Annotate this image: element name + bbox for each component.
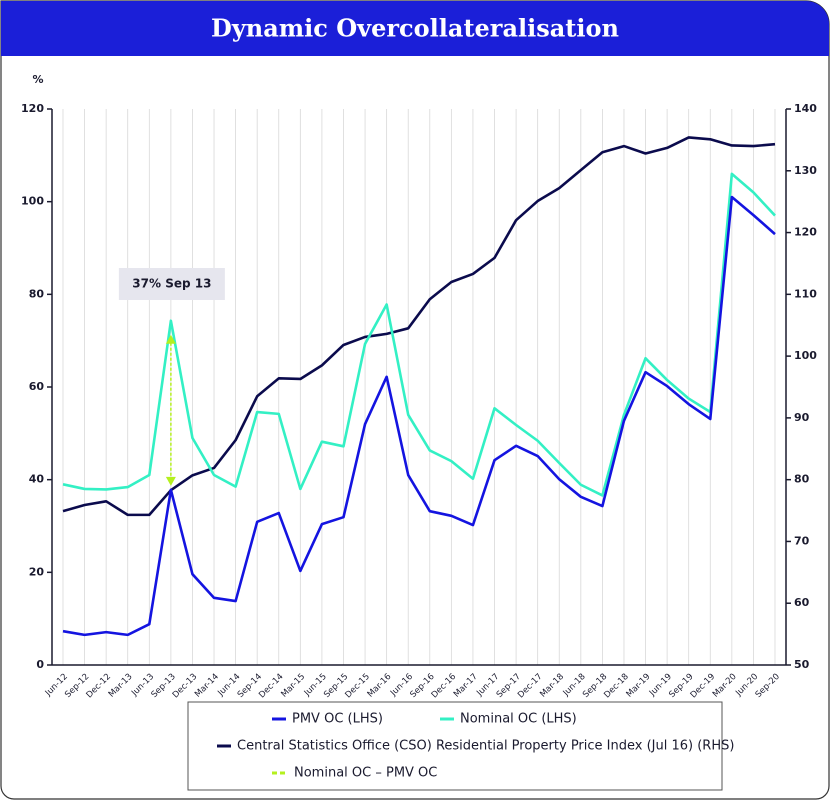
legend-label: PMV OC (LHS) xyxy=(292,712,383,727)
legend-label: Nominal OC – PMV OC xyxy=(294,766,437,781)
y2-tick-label: 80 xyxy=(794,473,810,486)
legend-box xyxy=(187,701,723,791)
y2-tick-label: 140 xyxy=(794,102,817,115)
series-line xyxy=(62,195,776,637)
y2-tick-label: 130 xyxy=(794,164,817,177)
y2-tick-label: 90 xyxy=(794,411,810,424)
y-tick-label: 0 xyxy=(36,658,44,671)
annotation: 37% Sep 13 xyxy=(132,277,211,291)
y-tick-label: 20 xyxy=(29,565,45,578)
header xyxy=(1,1,829,56)
y2-tick-label: 50 xyxy=(794,658,810,671)
y-tick-label: 100 xyxy=(21,195,44,208)
y-axis-label: % xyxy=(32,73,43,86)
arrow-head xyxy=(165,476,176,486)
y2-tick-label: 110 xyxy=(794,287,817,300)
arrow-head xyxy=(165,334,176,344)
series-line xyxy=(62,172,776,497)
chart-title: Dynamic Overcollateralisation xyxy=(211,14,619,43)
y-tick-label: 80 xyxy=(29,287,45,300)
y-tick-label: 60 xyxy=(29,380,45,393)
series-line xyxy=(62,136,776,517)
y2-tick-label: 100 xyxy=(794,349,817,362)
legend-label: Central Statistics Office (CSO) Resident… xyxy=(237,739,734,754)
annotation-box xyxy=(118,268,225,300)
y2-tick-label: 70 xyxy=(794,534,810,547)
legend-label: Nominal OC (LHS) xyxy=(460,712,577,727)
y2-tick-label: 120 xyxy=(794,226,817,239)
y2-tick-label: 60 xyxy=(794,596,810,609)
y-tick-label: 40 xyxy=(29,473,45,486)
y-tick-label: 120 xyxy=(21,102,44,115)
